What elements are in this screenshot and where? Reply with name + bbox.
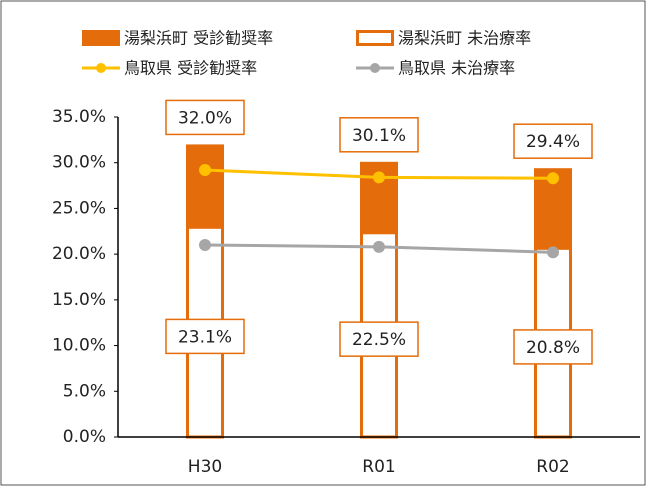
y-tick-label: 35.0% [52,107,106,127]
y-tick-label: 15.0% [52,290,106,310]
line-marker [199,164,211,177]
legend-label: 湯梨浜町 未治療率 [398,29,531,48]
y-tick-label: 5.0% [63,381,106,401]
x-tick-label: H30 [188,457,222,477]
data-label: 20.8% [526,338,580,358]
data-label-box [513,123,593,159]
data-label-box [339,117,419,153]
data-label: 23.1% [178,327,232,347]
y-tick-label: 30.0% [52,153,106,173]
y-tick-label: 0.0% [63,427,106,447]
data-label: 30.1% [352,126,406,146]
legend-label: 鳥取県 受診勧奨率 [124,59,257,78]
legend-swatch [82,30,120,46]
legend-swatch [356,30,394,46]
x-tick-label: R01 [362,457,395,477]
legend-label: 湯梨浜町 受診勧奨率 [124,29,273,48]
y-tick-label: 20.0% [52,244,106,264]
y-tick-label: 10.0% [52,336,106,356]
line-marker [373,171,385,184]
data-label: 22.5% [352,330,406,350]
line-marker [547,246,559,259]
data-label: 29.4% [526,132,580,152]
data-label-box [513,329,593,365]
y-tick-label: 25.0% [52,198,106,218]
line-marker [373,240,385,253]
data-label-box [165,318,245,355]
legend-marker [370,63,380,73]
data-label-box [165,99,245,136]
data-label-box [339,321,419,357]
x-tick-label: R02 [536,457,569,477]
data-label: 32.0% [178,108,232,128]
legend-label: 鳥取県 未治療率 [398,59,515,78]
legend-marker [96,63,106,73]
line-marker [199,239,211,251]
line-marker [547,172,559,185]
